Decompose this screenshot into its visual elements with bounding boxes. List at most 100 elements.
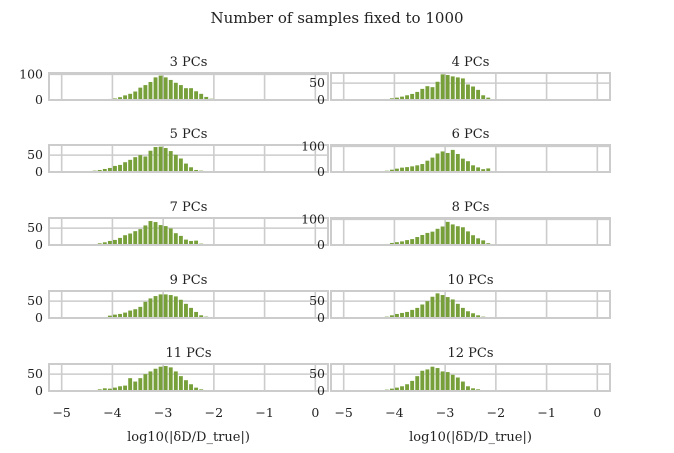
histogram-bar xyxy=(445,297,450,318)
figure-title: Number of samples fixed to 1000 xyxy=(210,9,463,27)
histogram-bar xyxy=(410,166,415,172)
panel-title: 6 PCs xyxy=(452,127,490,142)
histogram-bar xyxy=(153,296,158,318)
histogram-panel: 10 PCs 0 50 xyxy=(309,273,611,325)
histogram-bar xyxy=(123,235,128,245)
histogram-bar xyxy=(476,89,481,100)
histogram-bar xyxy=(118,313,122,318)
histogram-bar xyxy=(425,232,430,245)
histogram-bar xyxy=(460,227,465,245)
histogram-bar xyxy=(460,158,465,172)
histogram-bar xyxy=(189,307,193,318)
histogram-bar xyxy=(389,388,394,391)
y-tick-label: 0 xyxy=(35,383,43,398)
x-axis-label: log10(|δD/D_true|) xyxy=(409,430,532,445)
histogram-bar xyxy=(173,371,178,391)
histogram-bar xyxy=(163,366,168,391)
histogram-bar xyxy=(415,376,420,391)
histogram-bar xyxy=(138,155,143,172)
histogram-bar xyxy=(430,296,435,318)
histogram-bar xyxy=(440,151,445,172)
histogram-bar xyxy=(445,152,450,172)
histogram-bar xyxy=(435,368,440,391)
histogram-bar xyxy=(143,85,148,100)
histogram-bar xyxy=(163,77,168,100)
histogram-panel: 11 PCs 0 50 xyxy=(27,346,329,398)
histogram-bar xyxy=(158,146,163,172)
panel-frame xyxy=(330,217,611,246)
histogram-bar xyxy=(153,147,158,172)
histogram-bar xyxy=(128,159,133,172)
histogram-bar xyxy=(450,224,455,245)
histogram-bar xyxy=(450,149,455,172)
panel-frame xyxy=(48,144,329,173)
histogram-bar xyxy=(138,87,143,100)
histogram-bar xyxy=(400,386,404,391)
histogram-bar xyxy=(415,91,420,100)
histogram-bar xyxy=(440,371,445,391)
panel-frame xyxy=(330,72,611,101)
histogram-bar xyxy=(460,78,465,100)
panel-title: 7 PCs xyxy=(170,200,208,215)
histogram-panel: 9 PCs 0 50 xyxy=(27,273,329,325)
y-tick-label: 50 xyxy=(309,293,325,308)
histogram-bar xyxy=(123,312,128,318)
y-tick-label: 0 xyxy=(35,164,43,179)
histogram-bar xyxy=(486,97,491,100)
histogram-bar xyxy=(178,85,183,100)
histogram-bar xyxy=(400,96,404,100)
histogram-bar xyxy=(460,307,465,318)
y-tick-label: 50 xyxy=(27,293,43,308)
y-tick-label: 100 xyxy=(301,211,325,226)
histogram-bar xyxy=(410,309,415,318)
histogram-bar xyxy=(158,366,163,391)
histogram-panels: 3 PCs 0 100 4 PCs 0 50 5 PCs 0 50 6 PCs 0 100 7 PCs 0… xyxy=(19,55,611,398)
panel-frame xyxy=(48,72,329,101)
histogram-bar xyxy=(395,168,399,172)
panel-title: 9 PCs xyxy=(170,273,208,288)
histogram-bar xyxy=(415,237,420,245)
y-tick-label: 0 xyxy=(317,164,325,179)
histogram-bar xyxy=(415,307,420,318)
panel-frame xyxy=(48,290,329,319)
x-tick-label: 0 xyxy=(311,405,319,420)
histogram-bar xyxy=(143,156,148,172)
histogram-bar xyxy=(476,238,481,245)
histogram-bar xyxy=(158,75,163,100)
panel-title: 10 PCs xyxy=(447,273,493,288)
histogram-bar xyxy=(405,240,410,245)
histogram-bar xyxy=(194,387,199,391)
panel-title: 8 PCs xyxy=(452,200,490,215)
histogram-bar xyxy=(389,169,394,172)
histogram-bar xyxy=(450,374,455,391)
histogram-bar xyxy=(204,96,209,100)
y-tick-label: 50 xyxy=(27,366,43,381)
histogram-bar xyxy=(107,240,112,245)
histogram-bar xyxy=(173,154,178,172)
y-tick-label: 0 xyxy=(317,237,325,252)
x-tick-label: −3 xyxy=(154,405,172,420)
histogram-bar xyxy=(189,88,193,100)
histogram-bar xyxy=(400,241,404,245)
panel-frame xyxy=(48,363,329,392)
histogram-bar xyxy=(107,315,112,318)
histogram-bar xyxy=(138,378,143,391)
panel-frame xyxy=(48,217,329,246)
histogram-bar xyxy=(471,235,475,245)
histogram-bar xyxy=(445,75,450,100)
histogram-bar xyxy=(138,229,143,245)
histogram-bar xyxy=(400,167,404,172)
histogram-bar xyxy=(435,153,440,172)
histogram-bar xyxy=(123,162,128,172)
histogram-bar xyxy=(440,226,445,245)
histogram-bar xyxy=(128,93,133,100)
histogram-bar xyxy=(425,86,430,100)
histogram-bar xyxy=(395,97,399,100)
histogram-bar xyxy=(163,226,168,245)
histogram-bar xyxy=(113,387,117,391)
y-tick-label: 50 xyxy=(309,75,325,90)
y-tick-label: 50 xyxy=(309,366,325,381)
x-tick-label: −5 xyxy=(52,405,70,420)
histogram-bar xyxy=(102,388,107,391)
